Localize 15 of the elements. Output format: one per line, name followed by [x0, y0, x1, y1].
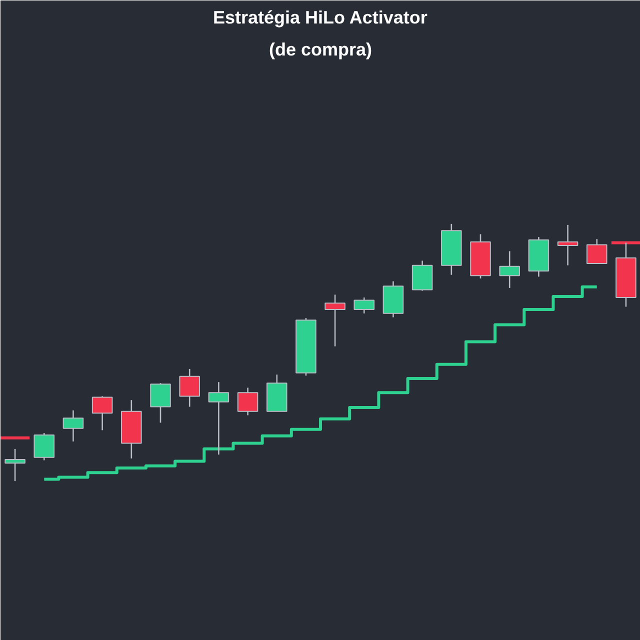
candlestick — [92, 396, 113, 431]
chart-title: Estratégia HiLo Activator — [212, 8, 428, 28]
candlestick — [179, 368, 200, 408]
candlestick — [4, 448, 26, 482]
chart-subtitle: (de compra) — [268, 40, 372, 60]
candlestick — [150, 382, 171, 424]
candlestick — [324, 294, 346, 347]
candlestick — [34, 432, 55, 461]
candlestick — [208, 381, 230, 456]
candlestick — [62, 410, 84, 442]
candlestick — [499, 250, 520, 289]
candlestick — [354, 296, 375, 314]
candlestick — [557, 224, 578, 266]
candlestick — [237, 387, 258, 416]
candlestick — [586, 238, 608, 264]
